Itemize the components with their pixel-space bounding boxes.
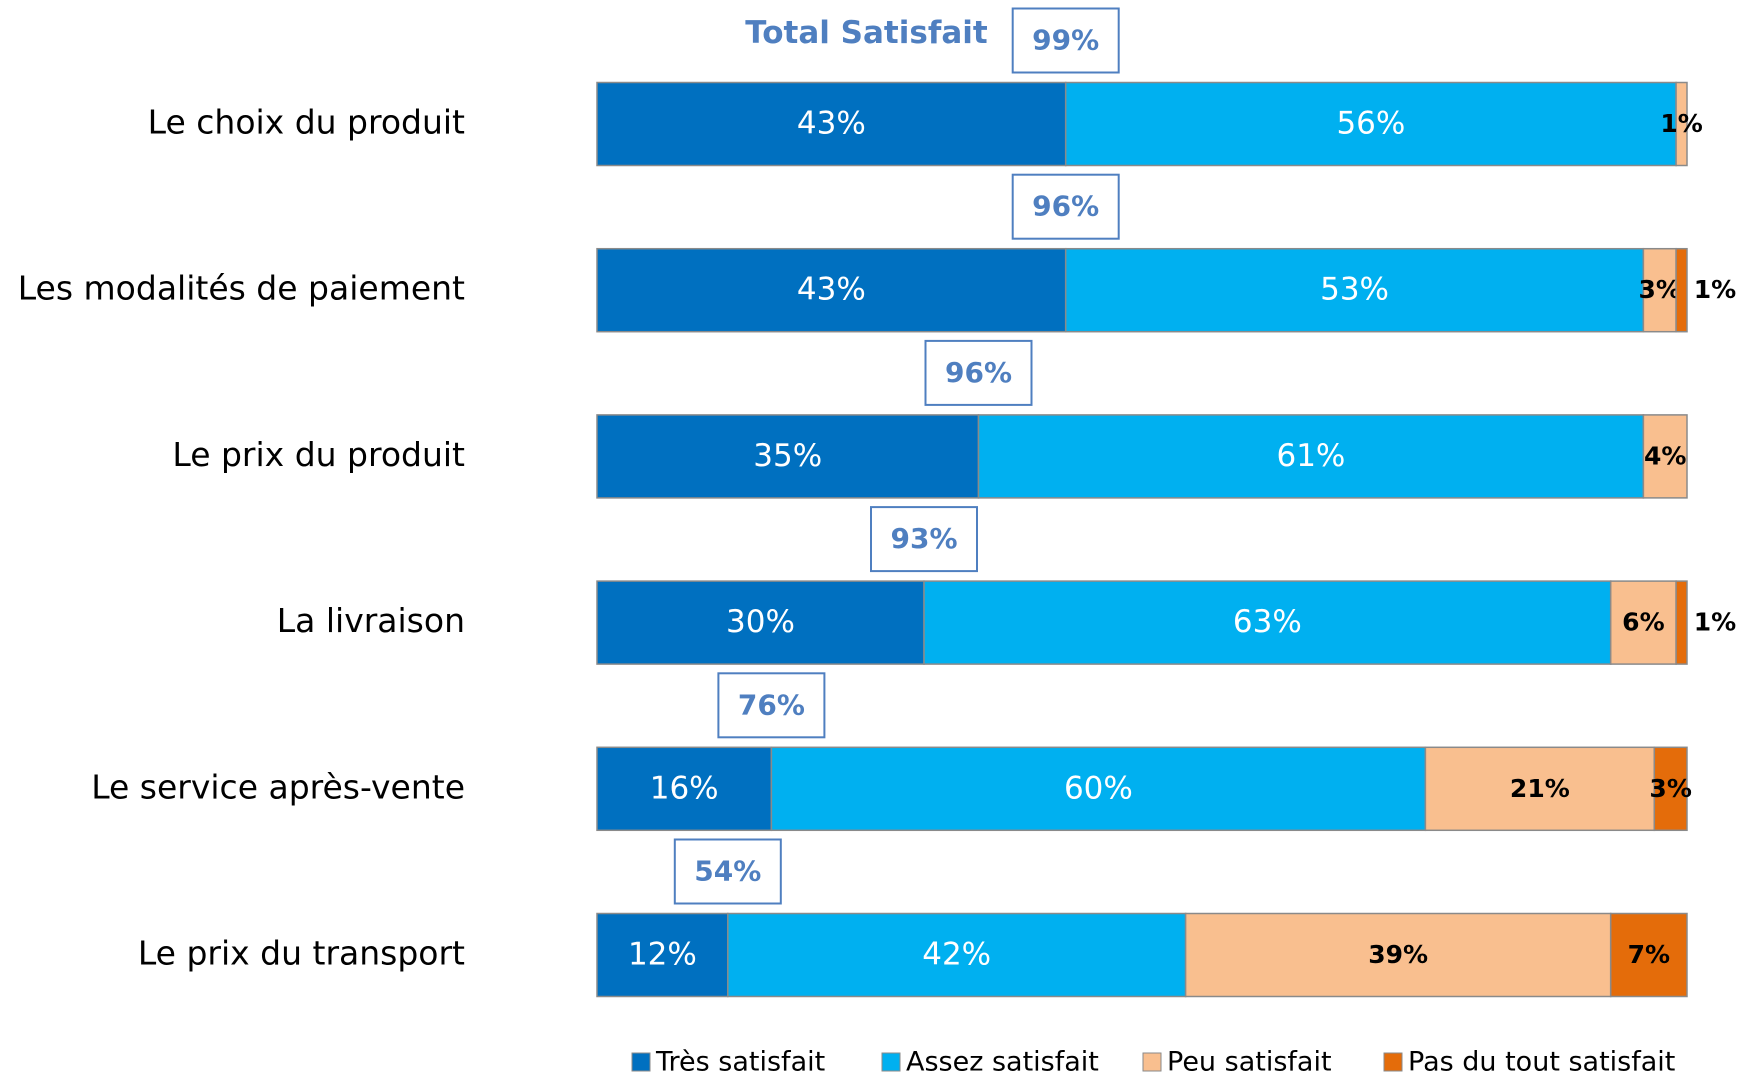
bar-segment (1609, 580, 1677, 665)
legend-swatch (1383, 1052, 1403, 1072)
category-label: Le choix du produit (148, 103, 465, 142)
bar-label: 6% (1622, 608, 1664, 637)
bar-label: 60% (1064, 770, 1133, 806)
bar-label: 3% (1639, 275, 1681, 304)
legend-label: Pas du tout satisfait (1408, 1047, 1675, 1078)
total-box (1011, 7, 1120, 74)
bar-segment (596, 81, 1067, 167)
bar-segment (596, 414, 980, 499)
category-label: Le service après-vente (91, 767, 465, 806)
legend-swatch (631, 1052, 651, 1072)
legend-label: Très satisfait (655, 1047, 825, 1078)
bar-label: 1% (1694, 275, 1736, 304)
total-label: 99% (1032, 24, 1099, 57)
total-box (717, 672, 826, 739)
legend-swatch (1142, 1052, 1162, 1072)
legend-label: Peu satisfait (1167, 1047, 1332, 1078)
bar-segment (1675, 81, 1688, 167)
bar-label: 43% (797, 272, 866, 308)
bar-label: 43% (797, 106, 866, 142)
bar-segment (727, 912, 1187, 998)
bar-label: 63% (1233, 604, 1302, 640)
category-label: Le prix du transport (138, 934, 465, 973)
bar-label: 7% (1628, 940, 1670, 969)
bar-segment (1424, 746, 1656, 832)
bar-label: 4% (1644, 441, 1686, 470)
total-label: 96% (945, 356, 1012, 389)
legend-label: Assez satisfait (906, 1047, 1099, 1078)
bar-segment (923, 580, 1612, 665)
legend-swatch (881, 1052, 901, 1072)
bar-label: 61% (1276, 438, 1345, 474)
bar-segment (1064, 247, 1645, 333)
bar-label: 1% (1694, 608, 1736, 637)
total-label: 93% (890, 522, 957, 555)
total-box (870, 506, 978, 573)
bar-segment (977, 414, 1645, 499)
bar-label: 3% (1649, 774, 1691, 803)
category-label: Les modalités de paiement (18, 269, 465, 308)
bar-label: 16% (650, 770, 719, 806)
bar-segment (1609, 912, 1688, 998)
bar-label: 30% (726, 604, 795, 640)
total-box (1011, 173, 1120, 240)
total-box (924, 339, 1033, 406)
totals-title: Total Satisfait (745, 15, 988, 51)
bar-label: 42% (922, 937, 991, 973)
total-label: 76% (738, 688, 805, 721)
total-label: 96% (1032, 190, 1099, 223)
bar-segment (1064, 81, 1677, 167)
bar-label: 53% (1320, 272, 1389, 308)
total-label: 54% (694, 855, 761, 888)
bar-segment (1675, 247, 1688, 333)
bar-segment (1642, 247, 1677, 333)
category-label: La livraison (277, 601, 465, 640)
total-box (673, 838, 782, 905)
bar-label: 56% (1336, 106, 1405, 142)
bar-segment (1675, 580, 1688, 665)
bar-segment (1653, 746, 1688, 832)
bar-label: 1% (1660, 109, 1702, 138)
bar-label: 21% (1510, 774, 1570, 803)
bar-segment (596, 580, 925, 665)
category-label: Le prix du produit (172, 435, 465, 474)
bar-label: 12% (628, 937, 697, 973)
bar-label: 39% (1368, 940, 1428, 969)
bar-label: 35% (753, 438, 822, 474)
bar-segment (1642, 414, 1688, 499)
